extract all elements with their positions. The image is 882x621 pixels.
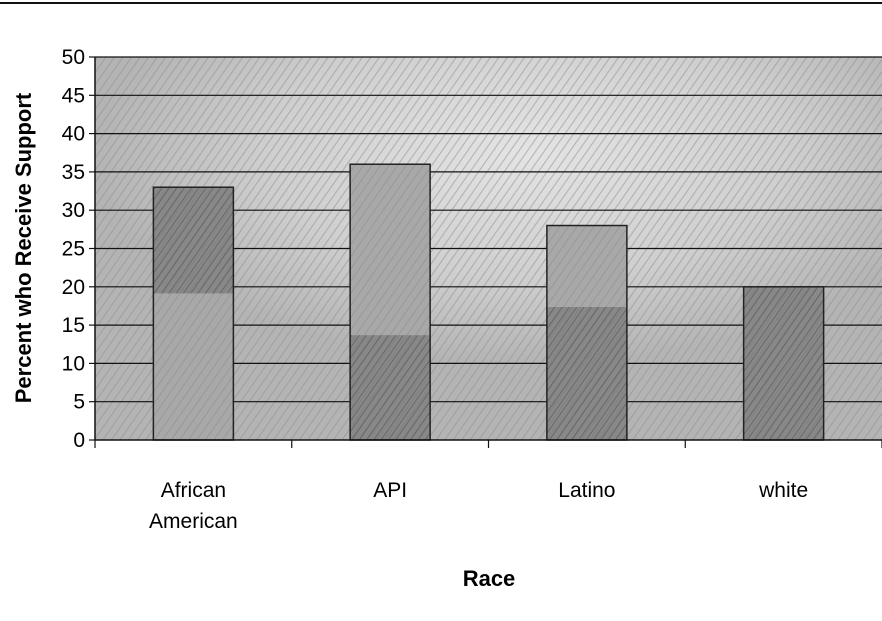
y-axis-label: Percent who Receive Support [11, 92, 36, 403]
x-axis-ticks: African American API Latino white [94, 440, 882, 533]
bars [152, 163, 825, 441]
bar-shading-texture [350, 335, 431, 440]
y-tick-label: 50 [62, 46, 85, 69]
y-tick-label: 0 [73, 429, 85, 452]
bar [349, 163, 431, 441]
bar [742, 286, 825, 441]
y-tick-label: 30 [62, 199, 85, 222]
y-tick-label: 35 [62, 161, 85, 184]
y-tick-label: 45 [62, 84, 85, 107]
x-axis-label: Race [463, 566, 516, 591]
y-tick-label: 15 [62, 314, 85, 337]
x-tick-label: African American [149, 479, 238, 533]
y-tick-label: 40 [62, 123, 85, 146]
bar-shading-texture [153, 187, 234, 294]
bar-shading-texture [546, 307, 627, 440]
x-tick-label: white [758, 479, 808, 502]
bar [546, 224, 628, 441]
bar-shading-texture [743, 286, 824, 440]
bar [152, 186, 235, 441]
y-tick-label: 10 [62, 352, 85, 375]
y-tick-label: 25 [62, 238, 85, 261]
x-tick-label: API [373, 479, 407, 502]
y-axis-ticks: 0 5 10 15 20 25 30 35 40 45 50 [62, 46, 95, 452]
y-tick-label: 5 [73, 391, 85, 414]
y-tick-label: 20 [62, 276, 85, 299]
x-tick-label: Latino [558, 479, 615, 502]
